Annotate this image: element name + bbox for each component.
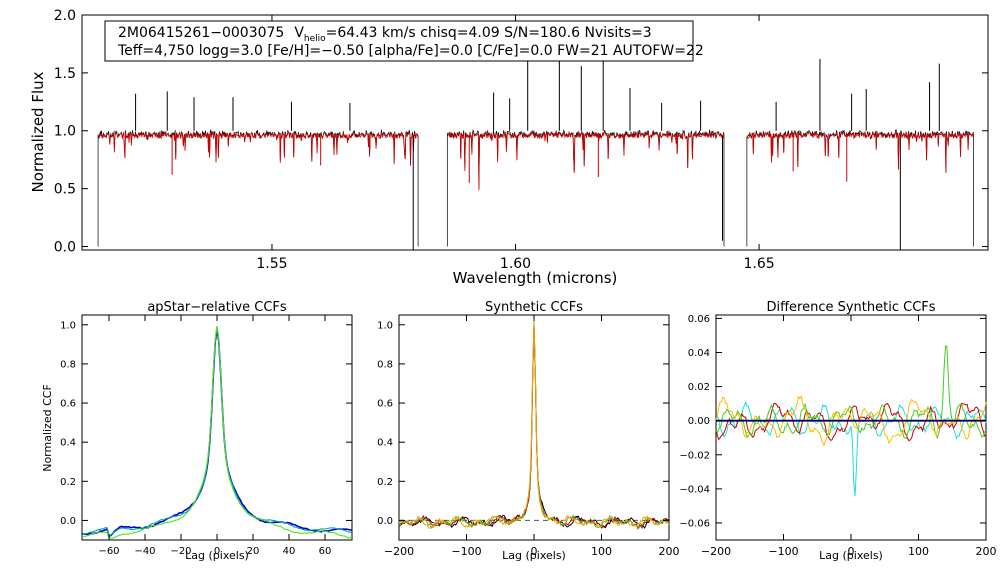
spectrum-model-line xyxy=(446,131,725,191)
annotation-line1-rest: =64.43 km/s chisq=4.09 S/N=180.6 Nvisits… xyxy=(326,25,652,41)
synthetic-ccf-line-combined xyxy=(398,326,670,529)
synthetic-ccf-ytick-label: 0.0 xyxy=(377,516,393,527)
synthetic-ccf-title: Synthetic CCFs xyxy=(485,300,583,315)
annotation-line2: Teff=4,750 logg=3.0 [Fe/H]=−0.50 [alpha/… xyxy=(117,43,704,59)
diff-ccf-data xyxy=(715,345,987,496)
apstar-ccf-ylabel: Normalized CCF xyxy=(41,384,54,472)
diff-ccf-ytick-label: 0.00 xyxy=(688,416,710,427)
synthetic-ccf-line-visit1 xyxy=(398,324,670,530)
diff-ccf-ytick-label: 0.06 xyxy=(688,314,710,325)
spectrum-xtick-label: 1.65 xyxy=(743,256,774,272)
spectrum-xlabel: Wavelength (microns) xyxy=(453,269,618,287)
diff-ccf-xlabel: Lag (pixels) xyxy=(819,549,883,562)
diff-ccf-xtick-label: 100 xyxy=(908,545,929,558)
apstar-ccf-line-visit1 xyxy=(81,328,353,538)
spectrum-ytick-label: 1.5 xyxy=(54,66,76,82)
synthetic-ccf-xtick-label: 200 xyxy=(659,545,680,558)
diff-ccf-ytick-label: −0.04 xyxy=(679,484,710,495)
diff-ccf-line-green xyxy=(715,345,987,439)
spectrum-model-line xyxy=(746,131,974,173)
annotation-v-sub: helio xyxy=(304,34,326,44)
synthetic-ccf-xtick-label: −100 xyxy=(451,545,481,558)
apstar-ccf-xlabel: Lag (pixels) xyxy=(185,549,249,562)
spectrum-annotation: 2M06415261−0003075 Vhelio=64.43 km/s chis… xyxy=(104,20,704,62)
synthetic-ccf-line-visit2 xyxy=(398,320,670,529)
synthetic-ccf-xtick-label: −200 xyxy=(384,545,414,558)
apstar-ccf-title: apStar−relative CCFs xyxy=(147,300,287,315)
spectrum-ylabel: Normalized Flux xyxy=(29,71,47,192)
apstar-ccf-xtick-label: −60 xyxy=(98,546,119,557)
diff-ccf-ytick-label: −0.06 xyxy=(679,518,710,529)
apstar-ccf-line-visit2 xyxy=(81,326,353,537)
spectrum-ytick-label: 1.0 xyxy=(54,124,76,140)
apstar-ccf-data xyxy=(81,326,353,539)
diff-ccf-xtick-label: −100 xyxy=(768,545,798,558)
synthetic-ccf-ytick-label: 0.2 xyxy=(377,477,393,488)
synthetic-ccf-xlabel: Lag (pixels) xyxy=(502,549,566,562)
apstar-ccf-ytick-label: 0.6 xyxy=(60,399,76,410)
diff-ccf-ytick-label: 0.04 xyxy=(688,348,710,359)
diff-ccf-xtick-label: 200 xyxy=(976,545,997,558)
synthetic-ccf-ytick-label: 1.0 xyxy=(377,320,393,331)
diff-ccf-xtick-label: 0 xyxy=(848,545,855,558)
apstar-ccf-frame xyxy=(81,314,353,541)
spectrum-xtick-label: 1.60 xyxy=(500,256,531,272)
diff-ccf-ytick-label: 0.02 xyxy=(688,382,710,393)
apstar-ccf-ticks: −60 −40 −20 0 20 40 60 0.0 0.2 0.4 0.6 0.8 1.0 xyxy=(60,315,352,557)
synthetic-ccf-xtick-label: 100 xyxy=(591,545,612,558)
apstar-ccf-xtick-label: −20 xyxy=(170,546,191,557)
diff-ccf-title: Difference Synthetic CCFs xyxy=(766,300,935,315)
spectrum-xtick-label: 1.55 xyxy=(256,256,287,272)
diff-ccf-xtick-label: −200 xyxy=(701,545,731,558)
spectrum-model-line xyxy=(97,131,419,166)
apstar-ccf-ytick-label: 0.4 xyxy=(60,438,76,449)
apstar-ccf-xtick-label: −40 xyxy=(134,546,155,557)
spectrum-plot-frame xyxy=(81,14,989,251)
synthetic-ccf-ytick-label: 0.4 xyxy=(377,438,393,449)
synthetic-ccf-ytick-label: 0.8 xyxy=(377,359,393,370)
spectrum-ytick-label: 0.0 xyxy=(54,239,76,255)
spectrum-observed-line xyxy=(746,129,974,247)
synthetic-ccf-ticks: −200 −100 0 100 200 0.0 0.2 0.4 0.6 0.8 1.0 xyxy=(377,315,680,558)
spectrum-panel: 1.55 1.60 1.65 0.0 0.5 1.0 1.5 2.0 Wavelength (… xyxy=(29,8,989,287)
apstar-ccf-xtick-label: 20 xyxy=(247,546,260,557)
apstar-ccf-ytick-label: 1.0 xyxy=(60,320,76,331)
diff-ccf-panel: Difference Synthetic CCFs −200 −100 0 100 20… xyxy=(679,300,996,562)
apstar-ccf-xtick-label: 0 xyxy=(214,546,220,557)
apstar-ccf-xtick-label: 40 xyxy=(283,546,296,557)
annotation-box xyxy=(104,20,694,62)
diff-ccf-line-yellow xyxy=(715,395,987,447)
synthetic-ccf-panel: Synthetic CCFs −200 −100 0 100 200 0.0 0.2 0.4 0… xyxy=(377,300,679,562)
apstar-ccf-ytick-label: 0.2 xyxy=(60,477,76,488)
apstar-ccf-ytick-label: 0.8 xyxy=(60,359,76,370)
synthetic-ccf-frame xyxy=(398,314,670,541)
diff-ccf-ticks: −200 −100 0 100 200 −0.06 −0.04 −0.02 0.00 0.02 0.… xyxy=(679,314,996,558)
apstar-ccf-ytick-label: 0.0 xyxy=(60,516,76,527)
annotation-line1: 2M06415261−0003075 Vhelio=64.43 km/s chis… xyxy=(118,25,652,44)
synthetic-ccf-line-visit3 xyxy=(398,323,670,529)
apstar-ccf-line-visit3 xyxy=(81,326,353,539)
diff-ccf-line-red xyxy=(715,402,987,442)
spectrum-data xyxy=(97,35,974,250)
diff-ccf-ytick-label: −0.02 xyxy=(679,450,710,461)
synthetic-ccf-data xyxy=(398,320,670,530)
apstar-ccf-xtick-label: 60 xyxy=(319,546,332,557)
spectrum-observed-line xyxy=(446,129,725,247)
synthetic-ccf-ytick-label: 0.6 xyxy=(377,399,393,410)
spectrum-ytick-label: 0.5 xyxy=(54,182,76,198)
apstar-ccf-panel: apStar−relative CCFs −60 −40 −20 0 20 40 60 0.0… xyxy=(41,300,353,562)
spectrum-ticks: 1.55 1.60 1.65 0.0 0.5 1.0 1.5 2.0 xyxy=(54,8,988,272)
spectrum-ytick-label: 2.0 xyxy=(54,8,76,24)
annotation-v: V xyxy=(294,25,304,41)
synthetic-ccf-xtick-label: 0 xyxy=(531,545,538,558)
annotation-star-id: 2M06415261−0003075 xyxy=(118,25,284,41)
